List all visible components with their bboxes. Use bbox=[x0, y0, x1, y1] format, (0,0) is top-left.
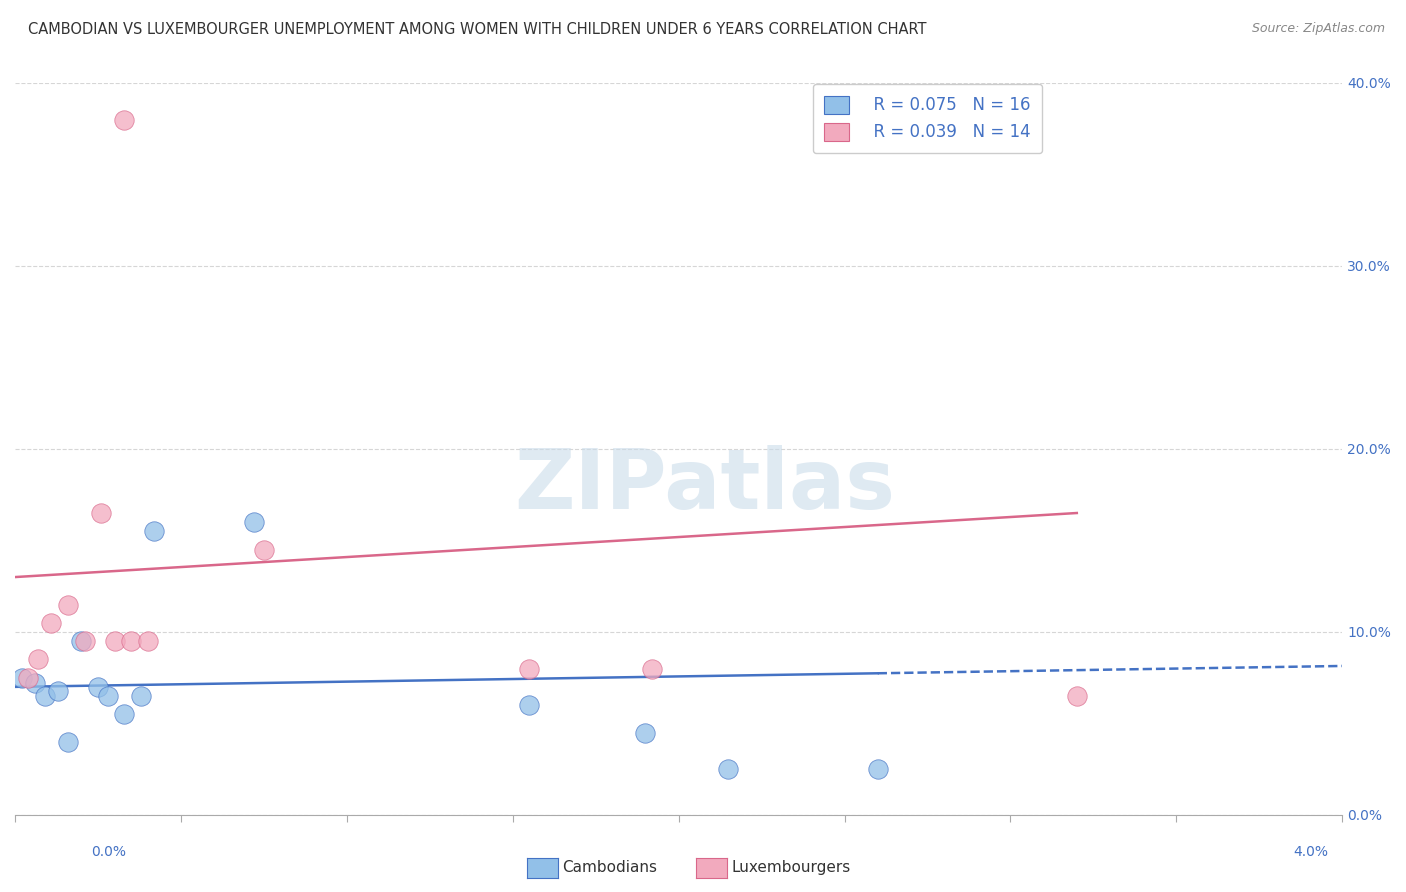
Point bbox=[41, 615, 63, 630]
Text: Source: ZipAtlas.com: Source: ZipAtlas.com bbox=[1251, 22, 1385, 36]
Point bbox=[253, 542, 276, 557]
Point bbox=[517, 698, 540, 713]
Point bbox=[34, 689, 56, 703]
Point bbox=[1066, 689, 1088, 703]
Point bbox=[46, 683, 69, 698]
Text: CAMBODIAN VS LUXEMBOURGER UNEMPLOYMENT AMONG WOMEN WITH CHILDREN UNDER 6 YEARS C: CAMBODIAN VS LUXEMBOURGER UNEMPLOYMENT A… bbox=[28, 22, 927, 37]
Point bbox=[120, 634, 142, 648]
Text: ZIPatlas: ZIPatlas bbox=[515, 445, 896, 526]
Text: 0.0%: 0.0% bbox=[91, 845, 127, 859]
Point bbox=[143, 524, 166, 539]
Text: 4.0%: 4.0% bbox=[1294, 845, 1329, 859]
Point bbox=[56, 735, 79, 749]
Point bbox=[634, 725, 657, 739]
Text: Luxembourgers: Luxembourgers bbox=[731, 861, 851, 875]
Point bbox=[17, 671, 39, 685]
Point bbox=[129, 689, 152, 703]
Point bbox=[641, 662, 664, 676]
Point bbox=[56, 598, 79, 612]
Point bbox=[243, 515, 266, 529]
Point bbox=[87, 680, 110, 694]
Point bbox=[27, 652, 49, 666]
Point bbox=[517, 662, 540, 676]
Point bbox=[73, 634, 96, 648]
Point bbox=[97, 689, 120, 703]
Point bbox=[114, 707, 136, 722]
Point bbox=[70, 634, 93, 648]
Point bbox=[717, 762, 740, 776]
Point bbox=[90, 506, 112, 520]
Point bbox=[114, 112, 136, 127]
Point bbox=[24, 676, 46, 690]
Point bbox=[103, 634, 125, 648]
Point bbox=[136, 634, 159, 648]
Point bbox=[866, 762, 889, 776]
Point bbox=[10, 671, 32, 685]
Legend:   R = 0.075   N = 16,   R = 0.039   N = 14: R = 0.075 N = 16, R = 0.039 N = 14 bbox=[813, 84, 1042, 153]
Text: Cambodians: Cambodians bbox=[562, 861, 658, 875]
